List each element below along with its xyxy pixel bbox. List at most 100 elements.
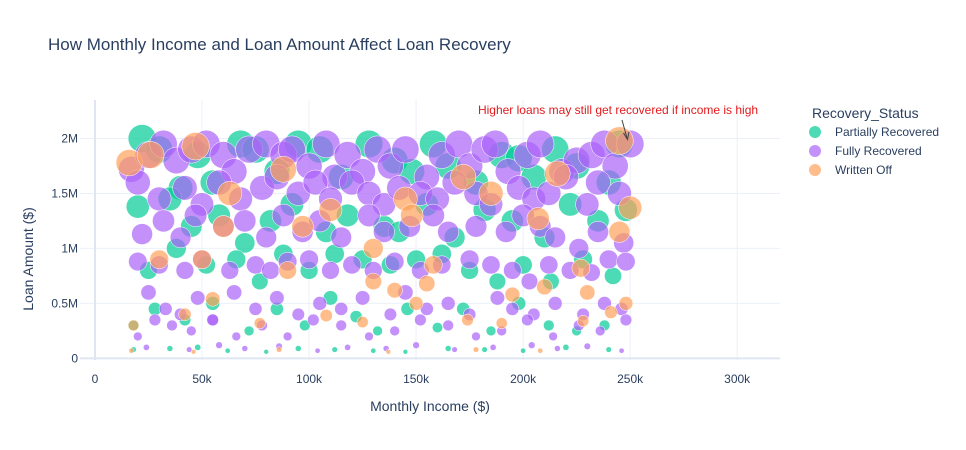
data-point[interactable]	[125, 194, 150, 219]
data-point[interactable]	[331, 346, 338, 353]
data-point[interactable]	[276, 346, 283, 353]
data-point[interactable]	[471, 331, 481, 342]
data-point[interactable]	[537, 347, 544, 354]
data-point[interactable]	[547, 296, 563, 311]
data-point[interactable]	[234, 232, 256, 254]
legend-item-written-off[interactable]: Written Off	[809, 163, 893, 177]
data-point[interactable]	[495, 317, 508, 330]
data-point[interactable]	[391, 135, 420, 164]
data-point[interactable]	[255, 226, 277, 249]
data-point[interactable]	[186, 346, 193, 353]
data-point[interactable]	[459, 249, 480, 270]
data-point[interactable]	[604, 305, 618, 319]
data-point[interactable]	[385, 349, 391, 355]
data-point[interactable]	[414, 313, 427, 327]
data-point[interactable]	[314, 347, 321, 354]
data-point[interactable]	[330, 226, 352, 249]
data-point[interactable]	[568, 238, 589, 259]
data-point[interactable]	[175, 261, 195, 280]
data-point[interactable]	[489, 290, 505, 306]
data-point[interactable]	[295, 345, 302, 352]
data-point[interactable]	[364, 331, 374, 342]
data-point[interactable]	[220, 261, 239, 280]
data-point[interactable]	[481, 255, 501, 275]
data-point[interactable]	[423, 255, 443, 275]
data-point[interactable]	[312, 296, 328, 311]
data-point[interactable]	[400, 203, 424, 227]
data-point[interactable]	[291, 215, 314, 238]
data-point[interactable]	[520, 347, 526, 354]
data-point[interactable]	[307, 313, 320, 327]
data-point[interactable]	[344, 344, 351, 351]
data-point[interactable]	[169, 226, 192, 249]
data-point[interactable]	[583, 342, 591, 350]
data-point[interactable]	[608, 221, 631, 243]
data-point[interactable]	[604, 267, 622, 285]
data-point[interactable]	[544, 160, 571, 187]
data-point[interactable]	[577, 314, 590, 328]
data-point[interactable]	[302, 169, 329, 196]
data-point[interactable]	[166, 319, 178, 332]
legend-item-partially-recovered[interactable]: Partially Recovered	[809, 125, 939, 139]
data-point[interactable]	[442, 319, 454, 332]
data-point[interactable]	[282, 331, 293, 342]
data-point[interactable]	[364, 272, 382, 290]
data-point[interactable]	[357, 203, 381, 227]
data-point[interactable]	[385, 252, 405, 272]
data-point[interactable]	[186, 325, 197, 337]
data-point[interactable]	[205, 291, 221, 307]
data-point[interactable]	[355, 290, 371, 306]
data-point[interactable]	[450, 164, 477, 190]
data-point[interactable]	[528, 341, 536, 349]
data-point[interactable]	[291, 307, 305, 321]
data-point[interactable]	[181, 132, 210, 161]
data-point[interactable]	[192, 249, 212, 270]
data-point[interactable]	[481, 129, 510, 159]
data-point[interactable]	[616, 252, 636, 272]
data-point[interactable]	[618, 296, 634, 311]
data-point[interactable]	[595, 325, 606, 337]
data-point[interactable]	[389, 325, 400, 337]
data-point[interactable]	[432, 322, 443, 334]
data-point[interactable]	[619, 313, 633, 327]
data-point[interactable]	[166, 345, 174, 352]
data-point[interactable]	[599, 249, 619, 270]
data-point[interactable]	[299, 319, 311, 332]
data-point[interactable]	[143, 344, 150, 351]
data-point[interactable]	[299, 249, 319, 270]
data-point[interactable]	[383, 307, 397, 321]
data-point[interactable]	[412, 341, 420, 349]
data-point[interactable]	[241, 345, 249, 352]
data-point[interactable]	[495, 221, 517, 243]
data-point[interactable]	[131, 223, 153, 245]
data-point[interactable]	[190, 290, 206, 306]
data-point[interactable]	[243, 325, 255, 337]
data-point[interactable]	[520, 272, 539, 290]
data-point[interactable]	[421, 203, 445, 227]
data-point[interactable]	[334, 302, 349, 316]
data-point[interactable]	[451, 346, 458, 353]
data-point[interactable]	[363, 238, 384, 259]
data-point[interactable]	[172, 175, 198, 201]
data-point[interactable]	[402, 349, 409, 355]
data-point[interactable]	[271, 203, 295, 227]
data-point[interactable]	[226, 284, 243, 301]
data-point[interactable]	[319, 309, 333, 322]
data-point[interactable]	[342, 255, 362, 275]
data-point[interactable]	[418, 275, 436, 293]
data-point[interactable]	[263, 349, 269, 355]
data-point[interactable]	[127, 319, 140, 332]
data-point[interactable]	[356, 316, 369, 329]
legend-item-fully-recovered[interactable]: Fully Recovered	[809, 144, 922, 158]
data-point[interactable]	[575, 192, 600, 217]
data-point[interactable]	[373, 221, 395, 243]
data-point[interactable]	[526, 129, 555, 159]
data-point[interactable]	[437, 221, 460, 243]
data-point[interactable]	[370, 347, 377, 354]
data-point[interactable]	[184, 203, 208, 227]
data-point[interactable]	[481, 346, 488, 353]
data-point[interactable]	[444, 345, 452, 352]
data-point[interactable]	[478, 181, 504, 206]
data-point[interactable]	[206, 313, 219, 327]
data-point[interactable]	[618, 195, 643, 220]
